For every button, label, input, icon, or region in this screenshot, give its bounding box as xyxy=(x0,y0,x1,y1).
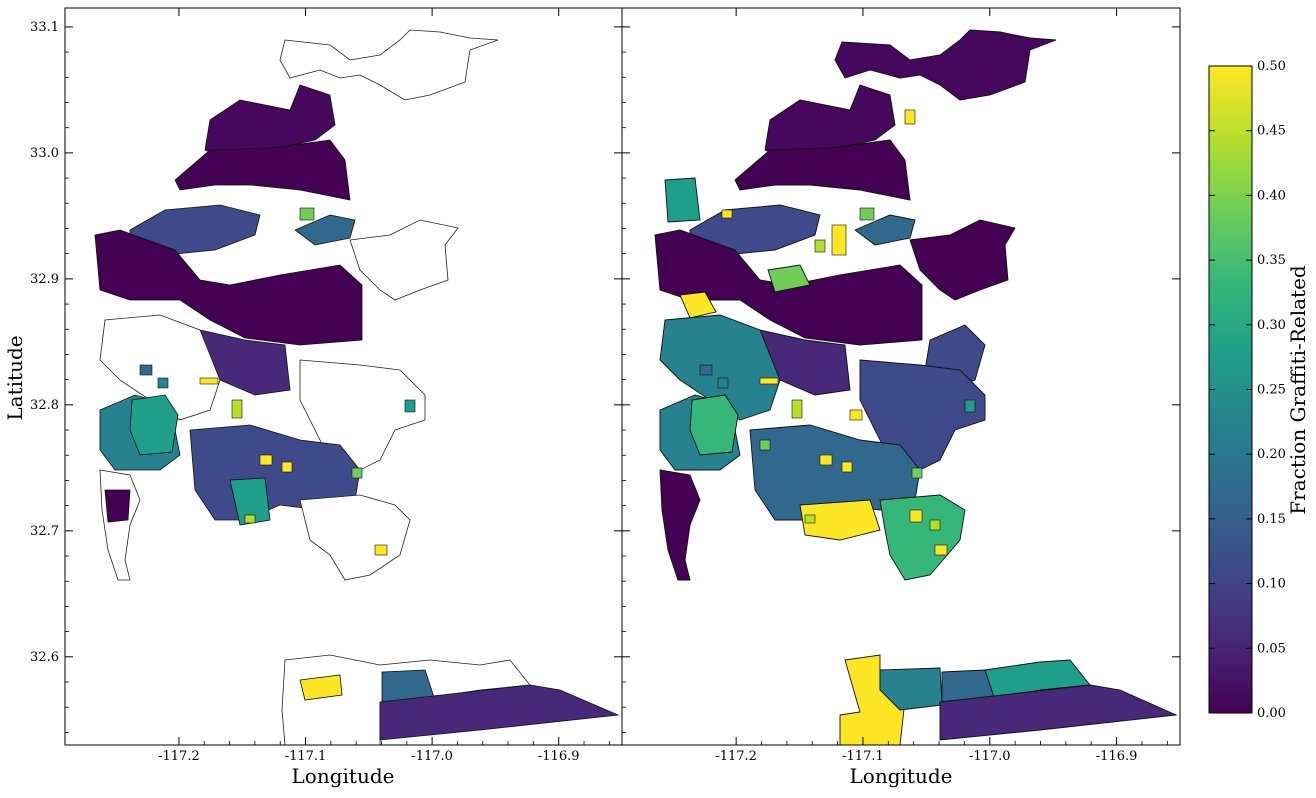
x-tick-label: -116.9 xyxy=(538,749,580,764)
region-southeast-outline xyxy=(299,494,411,581)
y-tick-label: 32.6 xyxy=(30,650,59,665)
region-southeast-mix xyxy=(859,359,986,471)
x-tick-label: -117.1 xyxy=(842,749,884,764)
left-small-tracts xyxy=(139,207,416,556)
region-north-dark-2 xyxy=(174,139,351,201)
x-tick-label: -117.2 xyxy=(715,749,757,764)
left-ylabel: Latitude xyxy=(3,335,27,420)
region-border-mix xyxy=(879,667,943,711)
region-north-far xyxy=(834,29,1057,101)
left-axes: -117.2 -117.1 -117.0 -116.9 32.6 32.7 32.8 32.9… xyxy=(30,8,622,764)
x-tick-label: -117.2 xyxy=(158,749,200,764)
region-south-yellow xyxy=(799,499,881,541)
colorbar-tick-label: 0.20 xyxy=(1257,447,1286,462)
y-tick-label: 32.9 xyxy=(30,272,59,287)
colorbar-tick-label: 0.05 xyxy=(1257,641,1286,656)
region-green-park xyxy=(689,394,739,456)
colorbar-tick-label: 0.00 xyxy=(1257,706,1286,721)
colorbar-tick-label: 0.25 xyxy=(1257,383,1286,398)
y-tick-label: 32.7 xyxy=(30,524,59,539)
left-xlabel: Longitude xyxy=(292,764,395,788)
region-outline-east xyxy=(349,219,459,301)
region-peninsula-dark xyxy=(104,489,131,523)
region-border-purple xyxy=(379,684,620,741)
colorbar-tick-label: 0.30 xyxy=(1257,318,1286,333)
region-outline-central xyxy=(99,314,221,421)
right-axes: -117.2 -117.1 -117.0 -116.9 xyxy=(622,8,1180,764)
right-map-regions xyxy=(654,29,1178,745)
y-tick-label: 33.0 xyxy=(30,146,59,161)
region-central-mix xyxy=(659,314,781,421)
region-border-purple xyxy=(939,684,1178,741)
colorbar: 0.00 0.05 0.10 0.15 0.20 0.25 0.30 0.35 0.40 0.45… xyxy=(1208,59,1310,721)
region-peninsula xyxy=(659,469,701,581)
x-tick-label: -117.0 xyxy=(969,749,1011,764)
region-outline-north xyxy=(279,29,499,101)
colorbar-label: Fraction Graffiti-Related xyxy=(1286,265,1310,515)
colorbar-tick-label: 0.40 xyxy=(1257,188,1286,203)
y-tick-label: 32.8 xyxy=(30,398,59,413)
region-yellow-block xyxy=(679,291,717,319)
region-nw-green xyxy=(664,177,701,223)
region-south-teal xyxy=(229,477,271,526)
region-west-dark xyxy=(94,229,363,346)
region-north-dark-2 xyxy=(734,139,911,201)
colorbar-tick-label: 0.15 xyxy=(1257,512,1286,527)
region-green-park xyxy=(129,394,179,456)
colorbar-gradient xyxy=(1208,65,1253,714)
colorbar-tick-label: 0.10 xyxy=(1257,577,1286,592)
x-tick-label: -116.9 xyxy=(1096,749,1138,764)
region-teal-ne xyxy=(294,214,356,246)
right-small-tracts xyxy=(699,109,976,556)
colorbar-tick-label: 0.45 xyxy=(1257,124,1286,139)
region-border-yellow xyxy=(299,674,343,701)
y-tick-label: 33.1 xyxy=(30,20,59,35)
left-map-regions xyxy=(94,29,620,745)
region-east-dark xyxy=(909,219,1016,301)
right-map-panel: -117.2 -117.1 -117.0 -116.9 Longitude xyxy=(621,7,1181,788)
region-peninsula xyxy=(99,469,141,581)
right-xlabel: Longitude xyxy=(850,764,953,788)
region-green-west xyxy=(767,264,811,293)
colorbar-ticks: 0.00 0.05 0.10 0.15 0.20 0.25 0.30 0.35 0.40 0.45… xyxy=(1209,59,1286,721)
left-map-panel: -117.2 -117.1 -117.0 -116.9 32.6 32.7 32.8 32.9… xyxy=(3,7,623,788)
colorbar-tick-label: 0.35 xyxy=(1257,253,1286,268)
right-plot-frame xyxy=(621,7,1181,746)
region-southeast-green xyxy=(879,494,966,581)
x-tick-label: -117.0 xyxy=(411,749,453,764)
x-tick-label: -117.1 xyxy=(285,749,327,764)
colorbar-tick-label: 0.50 xyxy=(1257,59,1286,74)
region-teal-ne xyxy=(854,214,916,246)
region-outline-se xyxy=(299,359,426,471)
